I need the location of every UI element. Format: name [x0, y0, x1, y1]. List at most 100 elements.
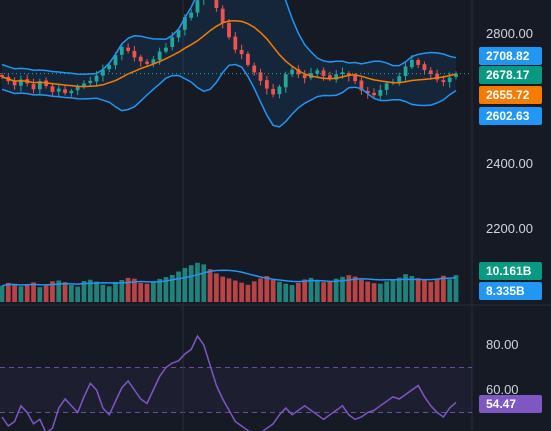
candle: [454, 71, 458, 80]
rsi-band-fill: [0, 367, 472, 413]
volume-bar: [232, 280, 238, 302]
bollinger-band-fill: [2, 0, 456, 127]
candle-body: [422, 64, 427, 71]
candle-body: [182, 17, 187, 30]
volume-bar: [409, 276, 415, 302]
volume-bar: [5, 282, 11, 302]
price-badge-label: 2602.63: [486, 109, 530, 123]
rsi-line: [1, 334, 457, 431]
candle-body: [239, 49, 244, 55]
candle-body: [88, 80, 93, 84]
candle-body: [63, 89, 67, 94]
volume-badge: 8.335B: [479, 282, 542, 300]
volume-bar: [270, 279, 276, 302]
price-tick-label: 2200.00: [486, 221, 533, 236]
volume-bar: [308, 277, 314, 302]
rsi-badge: 54.47: [479, 395, 542, 413]
candle-body: [403, 66, 408, 76]
candle: [88, 76, 93, 87]
bollinger-fill-area: [2, 0, 456, 127]
volume-bar: [295, 282, 301, 302]
volume-bar: [453, 275, 459, 302]
candle-body: [151, 59, 156, 64]
candle-body: [119, 47, 124, 55]
volume-bar: [195, 262, 200, 302]
volume-bar: [422, 280, 427, 302]
volume-bar: [226, 278, 232, 302]
volume-bar: [289, 285, 295, 302]
volume-bar: [346, 275, 352, 302]
candle: [252, 62, 257, 76]
volume-bar: [264, 276, 270, 302]
volume-bar: [157, 278, 163, 302]
candle-body: [37, 81, 42, 90]
candle: [138, 54, 143, 67]
price-badge: 2708.82: [479, 47, 542, 65]
candle-body: [359, 80, 364, 91]
rsi-pane[interactable]: [1, 334, 457, 431]
candle-body: [258, 72, 263, 81]
price-badge-bg: [479, 107, 542, 125]
candle: [82, 80, 86, 89]
price-badge-label: 2678.17: [486, 68, 530, 82]
candle-body: [447, 77, 452, 83]
candle: [422, 61, 427, 75]
candle-body: [252, 65, 257, 73]
candle-body: [365, 90, 370, 94]
price-scale[interactable]: 2800.00 2400.00 2200.00 80.00 60.00 2708.82 26…: [479, 26, 542, 413]
volume-bar: [150, 282, 156, 302]
volume-bar: [31, 282, 36, 302]
candle: [164, 43, 168, 54]
candle-body: [290, 69, 294, 75]
candle: [50, 82, 55, 96]
candle-body: [372, 92, 376, 96]
candle-body: [233, 36, 238, 50]
candle: [384, 81, 389, 96]
volume-bar: [68, 285, 74, 302]
volume-bar: [428, 281, 434, 302]
rsi-badge-label: 54.47: [486, 397, 516, 411]
candle: [69, 88, 74, 97]
candle-body: [189, 12, 194, 18]
volume-bar: [333, 278, 339, 302]
candle-body: [340, 72, 345, 74]
price-pane[interactable]: [0, 0, 472, 128]
candle: [233, 32, 238, 54]
candle: [145, 59, 149, 67]
candle: [416, 58, 421, 69]
candle-body: [321, 70, 326, 76]
volume-badge-label: 10.161B: [486, 264, 532, 278]
candle-body: [164, 47, 168, 52]
volume-bar: [119, 280, 125, 302]
candle: [227, 19, 231, 40]
candle-body: [214, 0, 219, 8]
volume-bar: [106, 286, 112, 302]
price-badge-label: 2655.72: [486, 88, 530, 102]
candle: [126, 43, 131, 54]
volume-bar: [359, 279, 364, 302]
volume-bar: [169, 274, 175, 302]
volume-bar: [50, 281, 55, 302]
volume-bar: [384, 281, 390, 302]
price-badge: 2602.63: [479, 107, 542, 125]
candle: [283, 71, 288, 93]
candle-body: [94, 75, 99, 82]
candle-body: [428, 70, 433, 74]
volume-bar: [12, 284, 17, 302]
candle: [176, 27, 181, 43]
candle-body: [113, 55, 118, 66]
volume-bar: [277, 281, 282, 302]
candle: [296, 65, 301, 79]
candle-body: [334, 74, 339, 80]
rsi-tick-label: 60.00: [486, 382, 519, 397]
volume-pane[interactable]: [0, 262, 459, 302]
volume-bar: [176, 271, 181, 302]
candle: [37, 78, 42, 95]
volume-bar: [94, 281, 99, 302]
candle-body: [264, 80, 269, 89]
candle-body: [283, 74, 288, 88]
candle: [315, 68, 320, 78]
candle-body: [56, 88, 61, 92]
volume-bar: [207, 269, 213, 302]
